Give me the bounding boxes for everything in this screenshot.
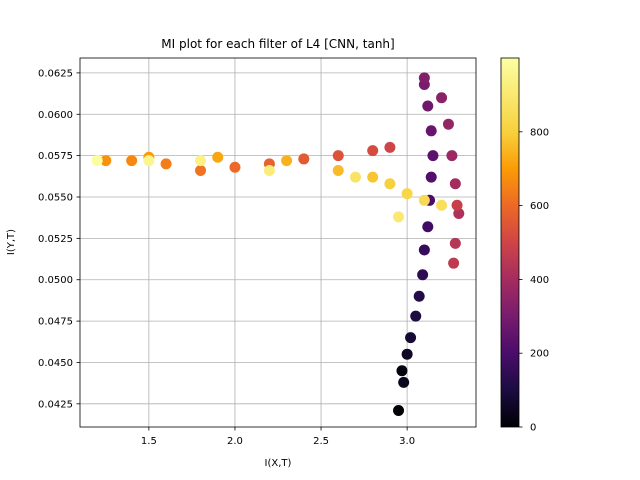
data-point [449, 178, 461, 190]
data-point [160, 158, 172, 170]
data-point [418, 244, 430, 256]
colorbar-tick-label: 400 [530, 275, 549, 286]
data-point [410, 310, 422, 322]
data-point [446, 150, 458, 162]
data-point [91, 155, 103, 167]
data-point [417, 269, 429, 281]
data-point [349, 171, 361, 183]
data-point [281, 155, 293, 167]
y-tick-label: 0.0550 [38, 192, 73, 203]
data-point [393, 211, 405, 223]
data-point [453, 208, 465, 220]
data-point [418, 194, 430, 206]
colorbar-tick-label: 0 [530, 423, 536, 434]
data-point [195, 155, 207, 167]
data-point [367, 171, 379, 183]
data-point [442, 118, 454, 130]
data-point [401, 188, 413, 200]
data-point [405, 332, 417, 344]
data-point [332, 150, 344, 162]
chart-title: MI plot for each filter of L4 [CNN, tanh… [161, 37, 394, 51]
y-tick-label: 0.0450 [38, 358, 73, 369]
data-point [393, 404, 405, 416]
data-point [100, 155, 112, 167]
colorbar-tick-label: 200 [530, 349, 549, 360]
data-point [425, 125, 437, 137]
data-point [418, 72, 430, 84]
data-point [422, 100, 434, 112]
y-axis-label: I(Y,T) [6, 229, 17, 255]
data-point [195, 165, 207, 177]
data-point [367, 145, 379, 157]
x-tick-label: 3.0 [399, 436, 415, 447]
data-point [427, 150, 439, 162]
data-point [398, 376, 410, 388]
data-point [413, 290, 425, 302]
data-point [401, 348, 413, 360]
y-tick-label: 0.0475 [38, 317, 73, 328]
x-tick-label: 1.5 [141, 436, 157, 447]
data-point [448, 257, 460, 269]
x-axis-label: I(X,T) [265, 458, 292, 469]
colorbar-ticks: 0 200 400 600 800 [519, 127, 549, 434]
data-point [436, 92, 448, 104]
y-tick-label: 0.0525 [38, 234, 73, 245]
data-point [229, 161, 241, 173]
y-tick-label: 0.0600 [38, 110, 73, 121]
y-axis-ticks: 0.0425 0.0450 0.0475 0.0500 0.0525 0.0550 0.05… [38, 68, 80, 410]
data-point [451, 199, 463, 211]
y-tick-label: 0.0500 [38, 275, 73, 286]
data-point [396, 365, 408, 377]
data-point [212, 151, 224, 163]
data-point [425, 171, 437, 183]
data-point [384, 141, 396, 153]
data-point [332, 165, 344, 177]
colorbar-tick-label: 800 [530, 127, 549, 138]
x-tick-label: 2.5 [313, 436, 329, 447]
colorbar-tick-label: 600 [530, 201, 549, 212]
data-point [422, 221, 434, 233]
data-point [263, 165, 275, 177]
x-axis-ticks: 1.5 2.0 2.5 3.0 [141, 427, 415, 447]
data-point [436, 199, 448, 211]
x-tick-label: 2.0 [227, 436, 243, 447]
data-point [126, 155, 138, 167]
y-tick-label: 0.0575 [38, 151, 73, 162]
data-point [298, 153, 310, 165]
colorbar [500, 57, 520, 428]
data-point [449, 237, 461, 249]
data-point [384, 178, 396, 190]
plot-frame [79, 57, 477, 428]
y-tick-label: 0.0425 [38, 399, 73, 410]
grid-lines [80, 58, 476, 427]
data-points [91, 72, 465, 416]
y-tick-label: 0.0625 [38, 68, 73, 79]
data-point [143, 155, 155, 167]
